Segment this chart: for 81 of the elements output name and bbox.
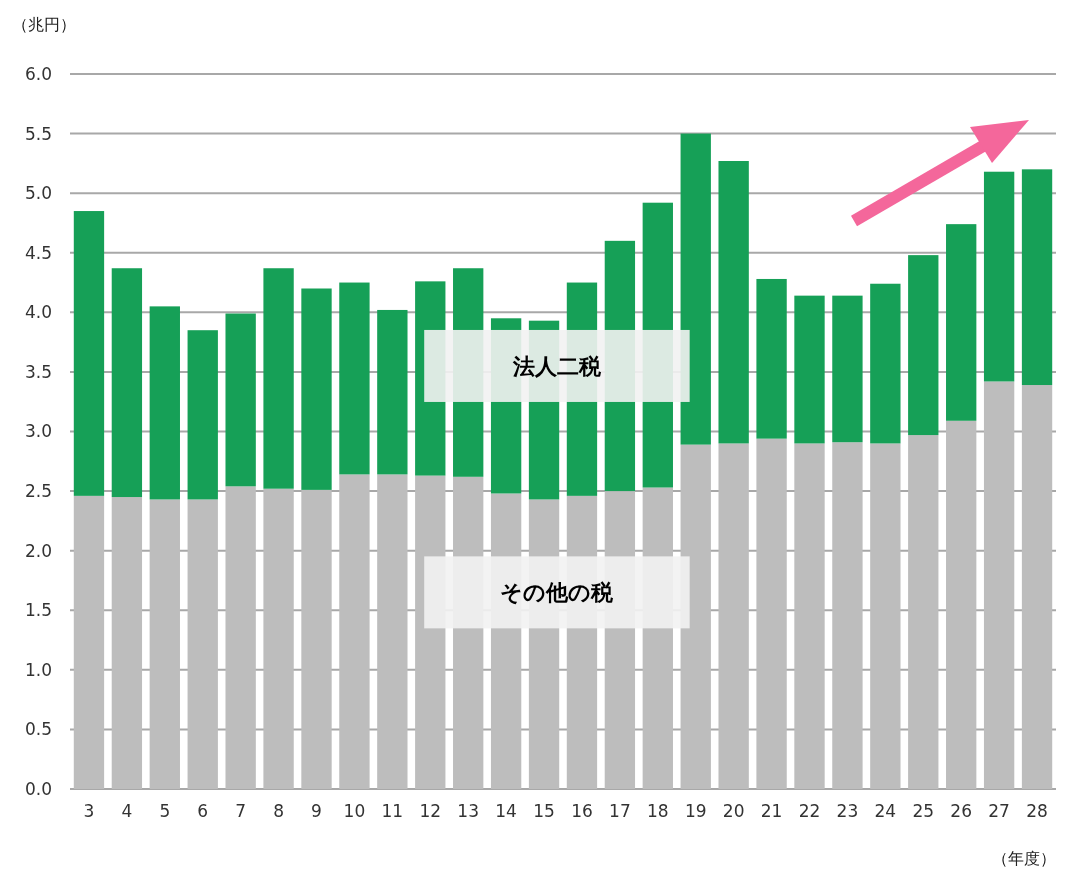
- bar: [680, 133, 711, 445]
- x-tick-label: 12: [419, 801, 442, 821]
- bar: [718, 443, 749, 789]
- bar: [111, 497, 143, 789]
- x-tick-label: 3: [83, 801, 95, 821]
- bar: [225, 313, 256, 487]
- bar: [263, 268, 294, 489]
- series-label: その他の税: [500, 580, 615, 606]
- series-label: 法人二税: [511, 353, 602, 379]
- y-tick-label: 5.0: [24, 183, 52, 204]
- bar: [339, 474, 370, 789]
- x-axis-title: （年度）: [992, 849, 1056, 868]
- bar: [73, 495, 105, 789]
- bar: [908, 255, 939, 436]
- x-tick-label: 9: [311, 801, 322, 821]
- bar: [794, 295, 825, 444]
- bar: [870, 443, 901, 789]
- x-tick-label: 19: [684, 801, 707, 821]
- bar: [377, 309, 408, 475]
- x-tick-label: 23: [836, 801, 859, 821]
- y-tick-label: 3.0: [24, 421, 52, 442]
- bar: [946, 420, 977, 789]
- bar: [983, 381, 1015, 789]
- y-tick-label: 0.0: [24, 778, 52, 799]
- y-tick-label: 3.5: [24, 361, 52, 382]
- bar: [718, 160, 749, 444]
- bar: [832, 442, 863, 789]
- bar: [983, 171, 1015, 382]
- bar: [870, 283, 901, 444]
- bar: [908, 435, 939, 789]
- bar: [73, 211, 105, 496]
- bar: [187, 499, 218, 789]
- bar: [301, 489, 332, 789]
- y-tick-label: 2.5: [24, 481, 52, 502]
- y-tick-label: 4.5: [24, 242, 52, 263]
- bar: [680, 444, 711, 789]
- y-tick-label: 1.0: [24, 659, 52, 680]
- x-tick-label: 6: [197, 801, 209, 821]
- bar: [377, 474, 408, 789]
- y-tick-label: 1.5: [24, 600, 52, 621]
- y-tick-label: 4.0: [24, 302, 52, 323]
- bar: [149, 499, 180, 789]
- bar: [187, 330, 218, 500]
- bar: [1021, 385, 1053, 789]
- x-tick-label: 14: [495, 801, 517, 821]
- x-tick-label: 16: [571, 801, 593, 821]
- x-tick-label: 11: [381, 801, 404, 821]
- bar: [794, 443, 825, 789]
- bar: [301, 288, 332, 490]
- x-tick-label: 18: [646, 801, 669, 821]
- bar: [946, 224, 977, 421]
- bar: [225, 486, 256, 789]
- x-tick-label: 20: [722, 801, 745, 821]
- x-tick-label: 22: [798, 801, 821, 821]
- bar: [756, 438, 787, 789]
- x-tick-label: 8: [273, 801, 284, 821]
- x-tick-label: 21: [760, 801, 783, 821]
- y-tick-label: 6.0: [24, 63, 52, 84]
- bar: [149, 306, 180, 500]
- x-tick-label: 24: [874, 801, 897, 821]
- x-tick-label: 10: [343, 801, 366, 821]
- x-tick-label: 28: [1026, 801, 1048, 821]
- x-tick-label: 13: [457, 801, 480, 821]
- bar: [339, 282, 370, 475]
- bar: [263, 488, 294, 789]
- y-tick-label: 0.5: [24, 719, 52, 740]
- bar: [756, 278, 787, 439]
- x-tick-label: 27: [988, 801, 1010, 821]
- bar: [832, 295, 863, 443]
- y-tick-label: 2.0: [24, 540, 52, 561]
- x-tick-label: 26: [950, 801, 973, 821]
- x-tick-label: 7: [235, 801, 247, 821]
- y-tick-label: 5.5: [24, 123, 52, 144]
- bar: [1021, 169, 1053, 386]
- x-tick-label: 4: [121, 801, 133, 821]
- y-axis-title: （兆円）: [12, 15, 76, 34]
- x-tick-label: 17: [609, 801, 631, 821]
- x-tick-label: 5: [159, 801, 171, 821]
- x-tick-label: 25: [912, 801, 935, 821]
- bar: [111, 268, 143, 498]
- x-tick-label: 15: [533, 801, 555, 821]
